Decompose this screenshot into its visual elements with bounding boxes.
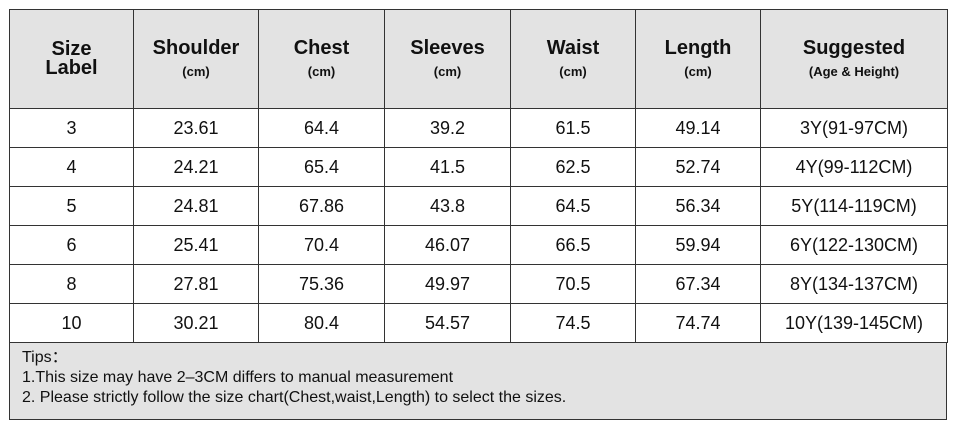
table-body: 3 23.61 64.4 39.2 61.5 49.14 3Y(91-97CM) 4 24.21… bbox=[9, 108, 948, 343]
table-cell: 43.8 bbox=[384, 186, 511, 226]
header-unit: (Age & Height) bbox=[808, 64, 900, 79]
table-cell: 24.81 bbox=[133, 186, 259, 226]
tip-line: Tips： bbox=[22, 349, 68, 366]
table-cell: 54.57 bbox=[384, 303, 511, 343]
header-cell: Shoulder (cm) bbox=[133, 9, 259, 109]
table-cell: 65.4 bbox=[258, 147, 385, 187]
table-cell: 49.97 bbox=[384, 264, 511, 304]
header-unit: (cm) bbox=[182, 64, 210, 79]
header-unit: (cm) bbox=[684, 64, 712, 79]
table-cell: 80.4 bbox=[258, 303, 385, 343]
table-row: 8 27.81 75.36 49.97 70.5 67.34 8Y(134-137CM) bbox=[9, 264, 948, 304]
table-cell: 61.5 bbox=[510, 108, 636, 148]
table-cell: 3Y(91-97CM) bbox=[760, 108, 948, 148]
table-cell: 10Y(139-145CM) bbox=[760, 303, 948, 343]
size-table: Size Label Shoulder (cm) Chest (cm) Sleeves (c… bbox=[9, 9, 948, 343]
header-title: Sleeves bbox=[410, 37, 485, 59]
header-cell: Sleeves (cm) bbox=[384, 9, 511, 109]
table-cell: 4Y(99-112CM) bbox=[760, 147, 948, 187]
table-cell: 66.5 bbox=[510, 225, 636, 265]
table-cell: 59.94 bbox=[635, 225, 761, 265]
table-row: 10 30.21 80.4 54.57 74.5 74.74 10Y(139-145CM) bbox=[9, 303, 948, 343]
header-title: Length bbox=[664, 37, 732, 59]
size-chart: Size Label Shoulder (cm) Chest (cm) Sleeves (c… bbox=[9, 9, 948, 420]
tips-box: Tips： 1.This size may have 2–3CM differs … bbox=[9, 343, 947, 420]
table-cell: 6 bbox=[9, 225, 134, 265]
table-cell: 74.5 bbox=[510, 303, 636, 343]
header-unit: (cm) bbox=[559, 64, 587, 79]
table-row: 5 24.81 67.86 43.8 64.5 56.34 5Y(114-119CM) bbox=[9, 186, 948, 226]
header-cell: Waist (cm) bbox=[510, 9, 636, 109]
table-cell: 4 bbox=[9, 147, 134, 187]
table-cell: 64.5 bbox=[510, 186, 636, 226]
tip-line: 2. Please strictly follow the size chart… bbox=[22, 389, 567, 406]
table-cell: 30.21 bbox=[133, 303, 259, 343]
table-cell: 6Y(122-130CM) bbox=[760, 225, 948, 265]
header-row: Size Label Shoulder (cm) Chest (cm) Sleeves (c… bbox=[9, 9, 948, 109]
table-cell: 39.2 bbox=[384, 108, 511, 148]
table-header: Size Label Shoulder (cm) Chest (cm) Sleeves (c… bbox=[9, 9, 948, 109]
table-cell: 25.41 bbox=[133, 225, 259, 265]
header-title: Suggested bbox=[802, 37, 906, 59]
table-row: 4 24.21 65.4 41.5 62.5 52.74 4Y(99-112CM) bbox=[9, 147, 948, 187]
table-cell: 24.21 bbox=[133, 147, 259, 187]
table-cell: 10 bbox=[9, 303, 134, 343]
table-cell: 5Y(114-119CM) bbox=[760, 186, 948, 226]
table-cell: 52.74 bbox=[635, 147, 761, 187]
header-unit: (cm) bbox=[307, 64, 336, 79]
table-cell: 27.81 bbox=[133, 264, 259, 304]
table-cell: 8 bbox=[9, 264, 134, 304]
table-row: 3 23.61 64.4 39.2 61.5 49.14 3Y(91-97CM) bbox=[9, 108, 948, 148]
header-cell: Chest (cm) bbox=[258, 9, 385, 109]
table-cell: 23.61 bbox=[133, 108, 259, 148]
table-cell: 5 bbox=[9, 186, 134, 226]
table-cell: 67.86 bbox=[258, 186, 385, 226]
table-cell: 64.4 bbox=[258, 108, 385, 148]
header-title: Chest bbox=[293, 37, 350, 59]
header-title: Shoulder bbox=[152, 37, 240, 59]
table-cell: 74.74 bbox=[635, 303, 761, 343]
header-title: Waist bbox=[546, 37, 600, 59]
table-cell: 46.07 bbox=[384, 225, 511, 265]
header-unit: (cm) bbox=[433, 64, 462, 79]
header-title: Size Label bbox=[45, 38, 98, 79]
table-cell: 75.36 bbox=[258, 264, 385, 304]
table-row: 6 25.41 70.4 46.07 66.5 59.94 6Y(122-130CM) bbox=[9, 225, 948, 265]
header-cell: Length (cm) bbox=[635, 9, 761, 109]
table-cell: 67.34 bbox=[635, 264, 761, 304]
table-cell: 3 bbox=[9, 108, 134, 148]
table-cell: 56.34 bbox=[635, 186, 761, 226]
header-cell: Suggested (Age & Height) bbox=[760, 9, 948, 109]
table-cell: 70.5 bbox=[510, 264, 636, 304]
header-cell: Size Label bbox=[9, 9, 134, 109]
table-cell: 49.14 bbox=[635, 108, 761, 148]
table-cell: 41.5 bbox=[384, 147, 511, 187]
table-cell: 62.5 bbox=[510, 147, 636, 187]
tip-line: 1.This size may have 2–3CM differs to ma… bbox=[22, 369, 454, 386]
table-cell: 70.4 bbox=[258, 225, 385, 265]
table-cell: 8Y(134-137CM) bbox=[760, 264, 948, 304]
